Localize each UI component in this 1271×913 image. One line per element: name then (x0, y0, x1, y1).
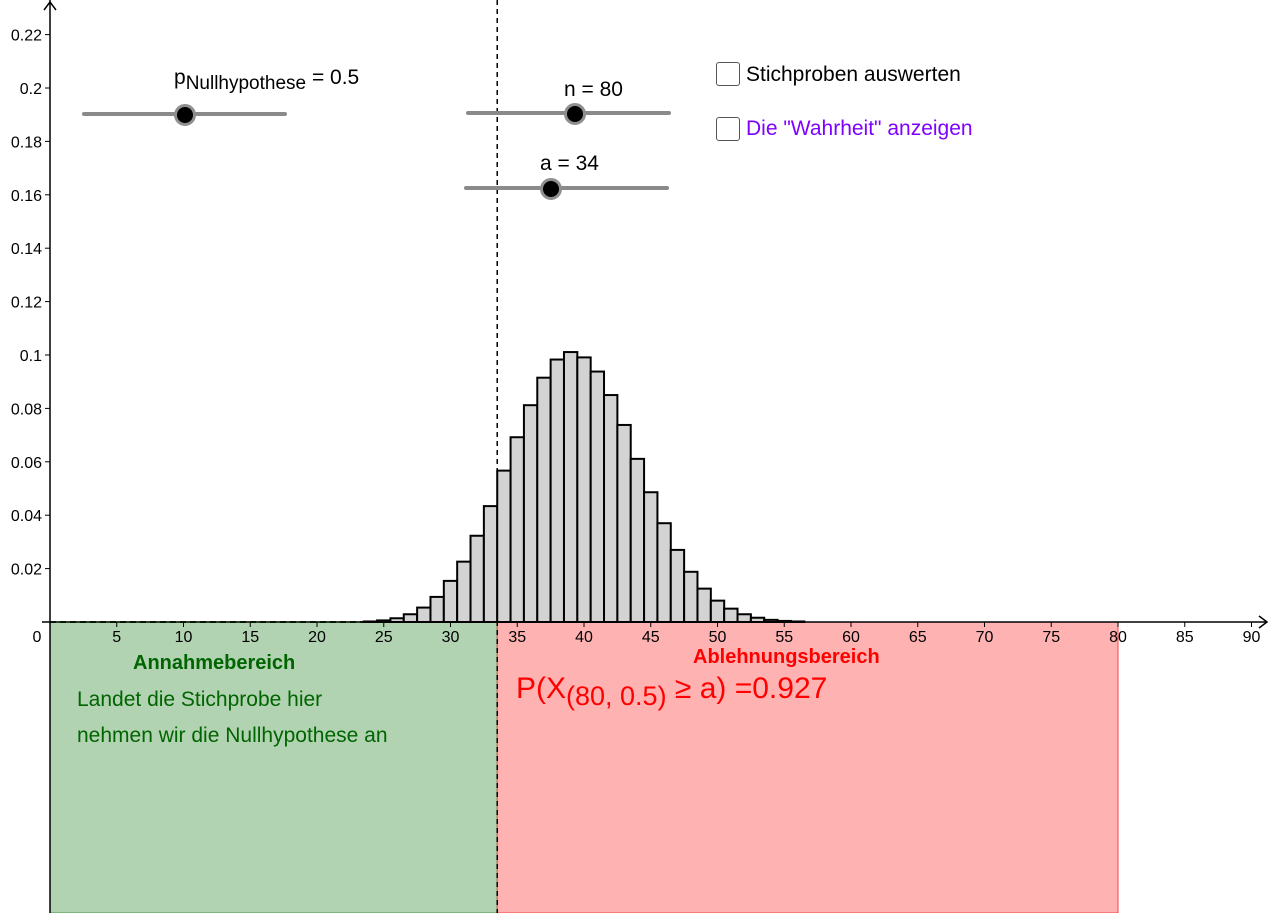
x-tick-label: 10 (175, 629, 193, 646)
y-tick-label: 0.06 (11, 455, 42, 472)
annahme-text-line2: nehmen wir die Nullhypothese an (77, 724, 388, 747)
x-tick-label: 0 (33, 629, 42, 646)
histogram-bar (522, 404, 539, 624)
y-tick-label: 0.04 (11, 508, 42, 525)
y-tick-label: 0.18 (11, 134, 42, 151)
x-tick-label: 65 (909, 629, 927, 646)
x-tick-label: 45 (642, 629, 660, 646)
x-tick-label: 25 (375, 629, 393, 646)
a-slider-track[interactable] (464, 186, 669, 190)
histogram-bar (643, 491, 659, 623)
x-tick-label: 60 (842, 629, 860, 646)
x-tick-label: 55 (775, 629, 793, 646)
y-tick-label: 0.14 (11, 241, 42, 258)
wahrheit-checkbox[interactable] (716, 117, 740, 141)
wahrheit-checkbox-label[interactable]: Die "Wahrheit" anzeigen (746, 117, 973, 140)
histogram-bar (736, 613, 752, 624)
histogram-bar (696, 587, 712, 623)
x-tick-label: 35 (508, 629, 526, 646)
stichproben-checkbox[interactable] (716, 62, 740, 86)
histogram-bar (429, 595, 445, 623)
y-tick-label: 0.12 (11, 295, 42, 312)
histogram-bar (442, 579, 459, 624)
x-tick-label: 30 (442, 629, 460, 646)
y-tick-label: 0.22 (11, 28, 42, 45)
n-slider-knob[interactable] (564, 103, 586, 125)
y-tick-label: 0.08 (11, 401, 42, 418)
histogram-bar (603, 394, 619, 623)
histogram-bar (482, 505, 499, 624)
x-tick-label: 50 (709, 629, 727, 646)
x-tick-label: 80 (1109, 629, 1127, 646)
histogram-bar (656, 522, 672, 624)
y-tick-label: 0.16 (11, 188, 42, 205)
x-tick-label: 70 (976, 629, 994, 646)
y-tick-label: 0.2 (20, 81, 42, 98)
x-axis-arrow (1258, 615, 1269, 629)
x-tick-label: 85 (1176, 629, 1194, 646)
histogram-bar (683, 570, 699, 624)
histogram-bar (629, 457, 646, 623)
x-tick-label: 5 (112, 629, 121, 646)
histogram-bars (362, 351, 806, 624)
histogram-bar (709, 599, 726, 624)
histogram-bar (549, 358, 565, 623)
histogram-bar (723, 607, 739, 624)
histogram-bar (496, 469, 512, 623)
histogram-bar (469, 534, 485, 623)
histogram-bar (456, 560, 472, 624)
p-slider-label: pNullhypothese = 0.5 (174, 66, 360, 95)
a-slider-label: a = 34 (540, 152, 599, 175)
histogram-bar (402, 613, 419, 624)
histogram-bar (576, 356, 592, 623)
x-tick-label: 20 (308, 629, 326, 646)
a-slider-knob[interactable] (540, 178, 562, 200)
x-tick-label: 90 (1243, 629, 1261, 646)
histogram-bar (669, 548, 686, 623)
x-tick-label: 75 (1042, 629, 1060, 646)
histogram-bar (616, 423, 632, 624)
histogram-bar (562, 351, 579, 623)
y-tick-label: 0.02 (11, 562, 42, 579)
y-axis-arrow (43, 0, 57, 11)
stichproben-checkbox-label[interactable]: Stichproben auswerten (746, 63, 961, 86)
rejection-probability-formula: P(X(80, 0.5) ≥ a) =0.927 (516, 672, 828, 711)
histogram-bar (509, 436, 525, 623)
histogram-bar (416, 606, 432, 623)
histogram-bar (589, 370, 606, 623)
y-tick-label: 0.1 (20, 348, 42, 365)
acceptance-region (49, 621, 498, 913)
ablehnungsbereich-title: Ablehnungsbereich (693, 646, 880, 668)
x-tick-label: 40 (575, 629, 593, 646)
x-tick-label: 15 (241, 629, 259, 646)
p-slider-knob[interactable] (174, 104, 196, 126)
histogram-bar (536, 376, 552, 623)
n-slider-label: n = 80 (564, 78, 623, 101)
rejection-region (496, 621, 1119, 913)
annahme-text-line1: Landet die Stichprobe hier (77, 688, 323, 711)
annahmebereich-title: Annahmebereich (133, 652, 296, 674)
